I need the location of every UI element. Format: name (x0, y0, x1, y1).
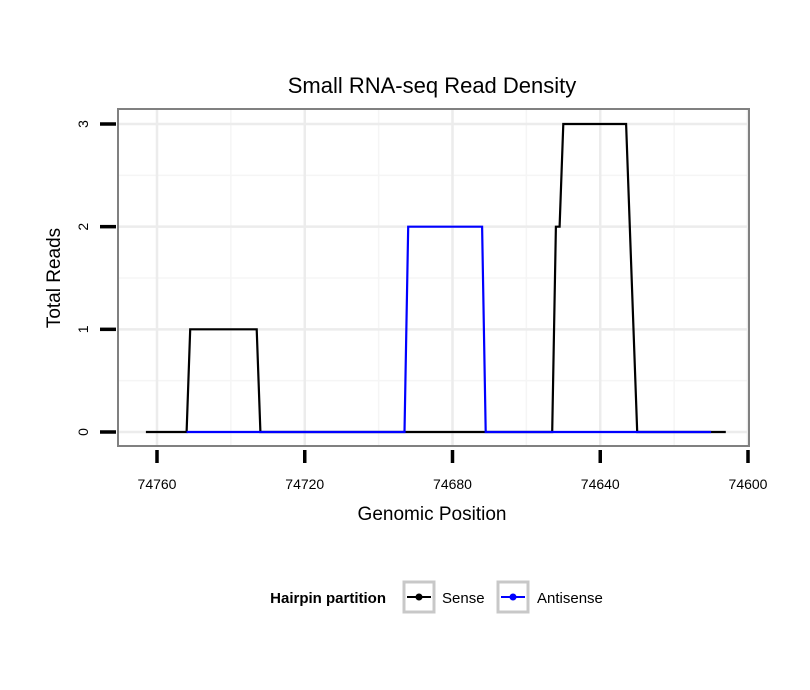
legend: Hairpin partition Sense Antisense (270, 580, 603, 614)
y-tick-label: 3 (75, 120, 91, 128)
y-tick-label: 2 (75, 223, 91, 231)
series-layer (145, 122, 726, 434)
series-line-sense (145, 122, 726, 434)
x-tick-label: 74760 (138, 476, 177, 492)
y-axis: 0 1 2 3 (75, 120, 116, 436)
y-axis-label: Total Reads (44, 228, 65, 328)
legend-title: Hairpin partition (270, 590, 386, 607)
plot-border (117, 108, 750, 447)
y-tick-label: 0 (75, 428, 91, 436)
x-axis: 74760 74720 74680 74640 74600 (138, 450, 768, 492)
legend-key-sense-point (415, 593, 423, 601)
legend-key-antisense-point (509, 593, 517, 601)
legend-label-antisense: Antisense (537, 590, 603, 607)
y-tick-label: 1 (75, 325, 91, 333)
legend-item-antisense: Antisense (496, 580, 603, 614)
legend-label-sense: Sense (442, 590, 485, 607)
chart-title: Small RNA-seq Read Density (288, 73, 577, 98)
x-tick-label: 74640 (581, 476, 620, 492)
x-axis-label: Genomic Position (358, 504, 507, 525)
x-tick-label: 74720 (285, 476, 324, 492)
x-tick-label: 74600 (729, 476, 768, 492)
legend-item-sense: Sense (402, 580, 485, 614)
series-line-antisense (186, 225, 712, 434)
x-tick-label: 74680 (433, 476, 472, 492)
